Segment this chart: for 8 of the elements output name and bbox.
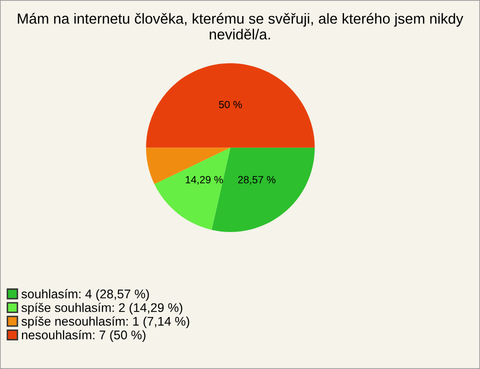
legend-label: spíše souhlasím: 2 (14,29 %) [22,302,182,315]
data-label: 28,57 % [238,176,276,185]
data-label: 14,29 % [186,176,223,185]
legend-label: nesouhlasím: 7 (50 %) [22,330,146,342]
legend-label: spíše nesouhlasím: 1 (7,14 %) [22,316,190,328]
chart-title: Mám na internetu člověka, kterému se svěřuji, ale kterého jsem nikdy neviděl/a. [18,12,464,40]
data-label: 50 % [218,100,242,108]
legend-label: souhlasím: 4 (28,57 %) [22,289,149,301]
